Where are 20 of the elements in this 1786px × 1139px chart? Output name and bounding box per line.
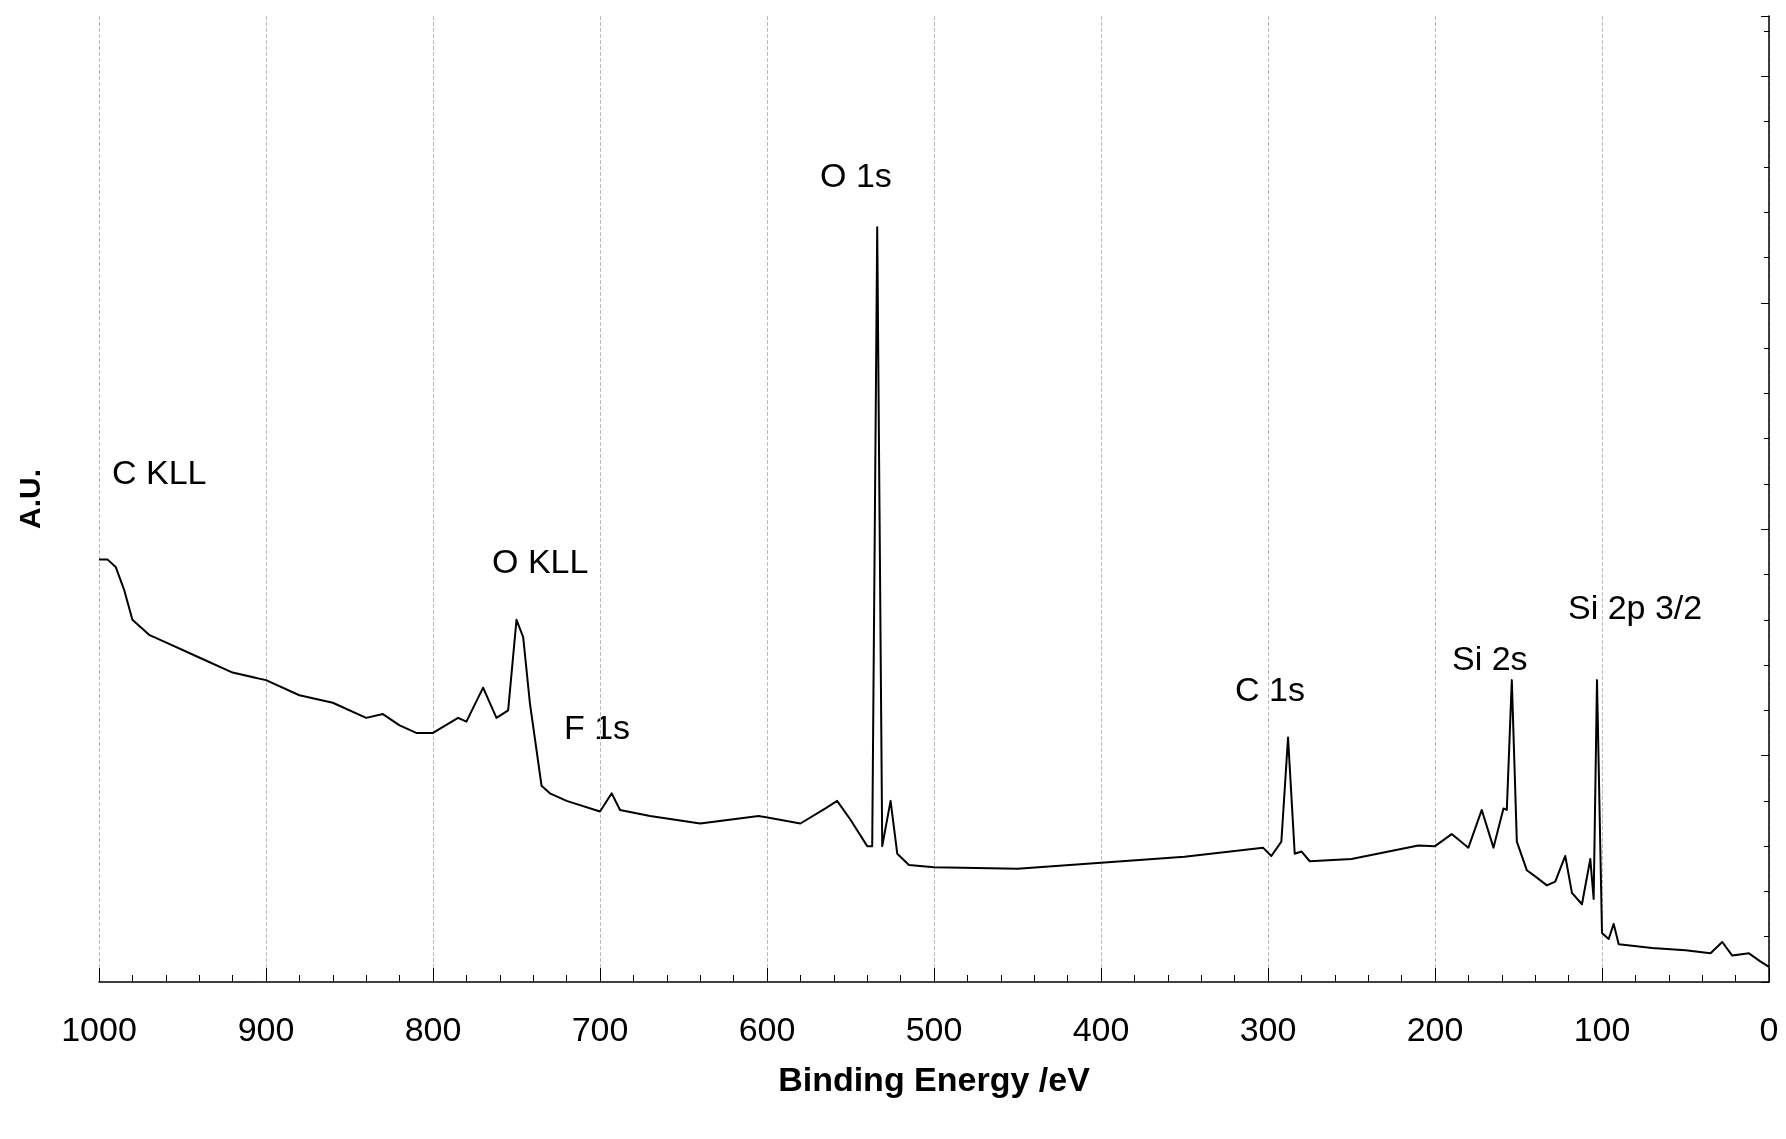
annotation: C 1s bbox=[1235, 670, 1305, 708]
x-tick-label: 0 bbox=[1759, 1010, 1779, 1048]
x-tick-label: 600 bbox=[738, 1010, 796, 1048]
x-tick-label: 1000 bbox=[61, 1010, 137, 1048]
x-tick-label: 100 bbox=[1573, 1010, 1631, 1048]
x-tick-label: 500 bbox=[905, 1010, 963, 1048]
annotation: O KLL bbox=[492, 542, 589, 580]
x-tick-label: 800 bbox=[404, 1010, 462, 1048]
y-axis-title: A.U. bbox=[12, 469, 46, 529]
annotation: C KLL bbox=[112, 453, 207, 491]
x-axis-title: Binding Energy /eV bbox=[778, 1060, 1091, 1098]
x-tick-label: 200 bbox=[1406, 1010, 1464, 1048]
x-tick-label: 900 bbox=[237, 1010, 295, 1048]
annotation: Si 2p 3/2 bbox=[1568, 588, 1703, 626]
x-tick-label: 700 bbox=[571, 1010, 629, 1048]
annotation: Si 2s bbox=[1452, 639, 1528, 677]
text: O 1s bbox=[820, 156, 892, 194]
x-tick-label: 300 bbox=[1239, 1010, 1297, 1048]
annotation: F 1s bbox=[564, 708, 631, 746]
x-tick-label: 400 bbox=[1072, 1010, 1130, 1048]
